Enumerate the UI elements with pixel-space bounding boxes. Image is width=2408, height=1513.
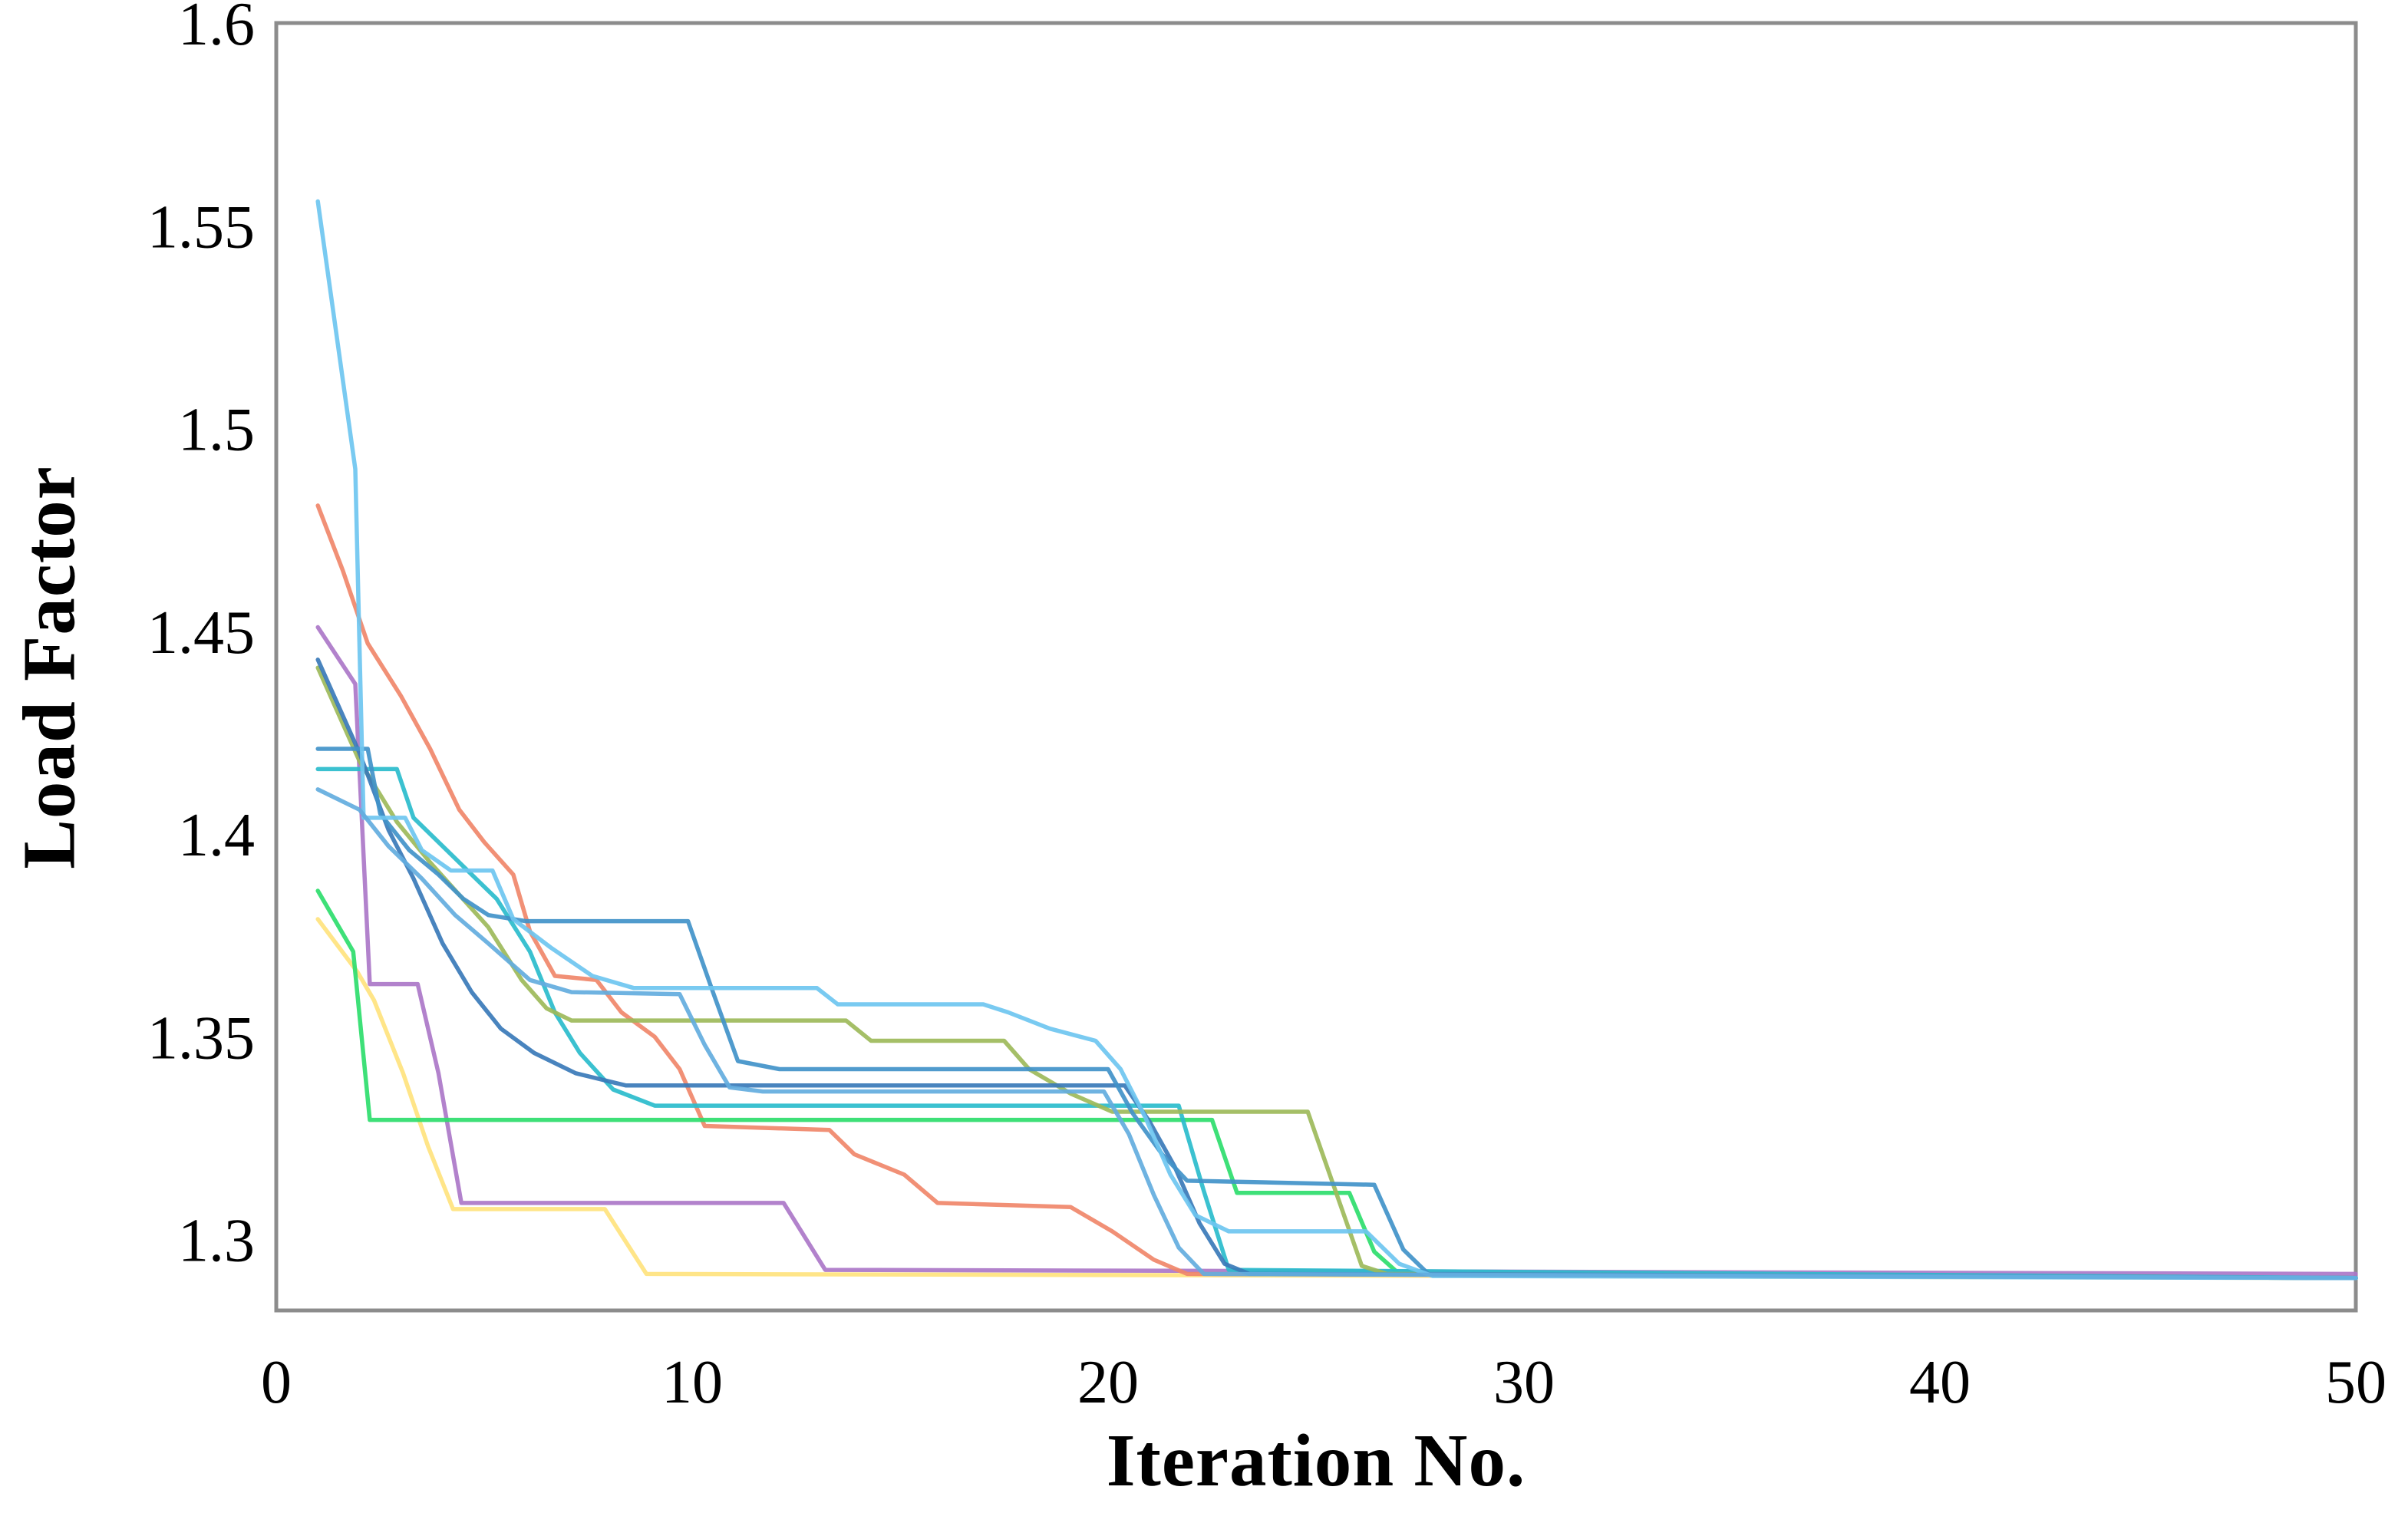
series-line-run-medium-blue bbox=[315, 787, 2358, 1281]
x-tick-label: 30 bbox=[1493, 1349, 1555, 1416]
series-line-run-yellow bbox=[315, 917, 2358, 1281]
x-axis-title: Iteration No. bbox=[1106, 1419, 1526, 1501]
y-tick-label: 1.4 bbox=[178, 802, 255, 869]
series-line-run-olive bbox=[315, 665, 2358, 1281]
x-tick-label: 0 bbox=[261, 1349, 292, 1416]
series-line-run-steel-blue bbox=[315, 747, 2358, 1281]
y-tick-label: 1.3 bbox=[178, 1208, 255, 1275]
y-tick-label: 1.35 bbox=[147, 1004, 255, 1072]
series-line-run-coral bbox=[315, 503, 2358, 1281]
y-tick-label: 1.6 bbox=[178, 0, 255, 58]
y-axis-title: Load Factor bbox=[8, 466, 91, 869]
y-tick-label: 1.45 bbox=[147, 599, 255, 667]
y-tick-label: 1.5 bbox=[178, 397, 255, 464]
series-line-run-sky-blue bbox=[315, 199, 2358, 1281]
x-tick-label: 50 bbox=[2325, 1349, 2387, 1416]
x-tick-label: 40 bbox=[1909, 1349, 1971, 1416]
plot-border bbox=[274, 21, 2358, 1313]
y-tick-label: 1.55 bbox=[147, 193, 255, 261]
series-line-run-purple bbox=[315, 625, 2358, 1277]
x-tick-label: 20 bbox=[1077, 1349, 1139, 1416]
series-line-run-green bbox=[315, 888, 2358, 1281]
x-tick-label: 10 bbox=[661, 1349, 723, 1416]
